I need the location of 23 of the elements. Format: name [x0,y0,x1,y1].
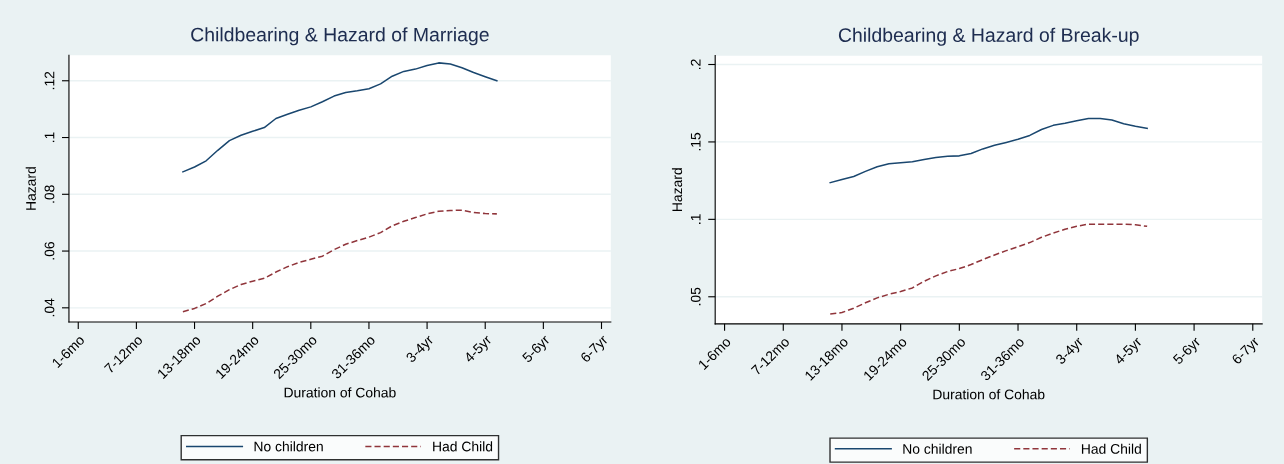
y-axis-title: Hazard [25,167,36,210]
x-axis-title: Duration of Cohab [284,387,396,398]
line-series [829,223,1148,315]
legend-label: No children [903,443,972,454]
y-tick-label: .2 [690,59,701,70]
y-axis-title: Hazard [671,168,683,212]
y-tick-label: .12 [44,71,55,90]
y-tick-label: .1 [690,214,701,224]
y-tick-label: .05 [690,287,701,306]
line-series [829,117,1148,184]
line-series [182,62,498,173]
legend-label: No children [254,441,323,452]
x-axis-title: Duration of Cohab [933,389,1045,400]
chart-title: Childbearing & Hazard of Break-up [838,27,1139,46]
y-tick-label: .08 [44,185,55,203]
line-series [182,209,498,313]
legend-label: Had Child [1081,443,1141,454]
legend-label: Had Child [433,441,493,452]
y-tick-label: .06 [44,242,55,260]
y-tick-label: .15 [690,132,701,151]
chart-title: Childbearing & Hazard of Marriage [191,27,489,46]
y-tick-label: .04 [44,298,55,317]
y-tick-label: .1 [44,132,55,143]
